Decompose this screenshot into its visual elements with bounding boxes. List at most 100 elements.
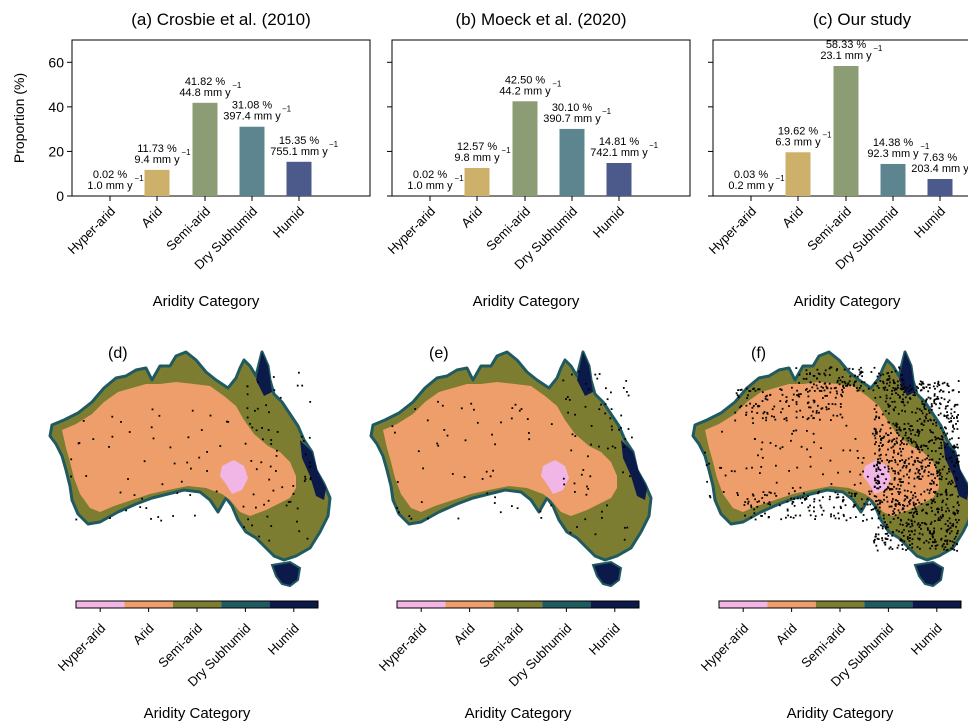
observation-point: [918, 532, 921, 535]
observation-point: [957, 510, 960, 512]
observation-point: [308, 465, 311, 468]
observation-point: [945, 458, 948, 461]
observation-point: [791, 399, 794, 401]
observation-point: [952, 451, 954, 454]
observation-point: [631, 436, 633, 439]
observation-point: [562, 379, 565, 382]
observation-point: [931, 479, 933, 482]
observation-point: [928, 531, 931, 534]
observation-point: [750, 506, 753, 509]
observation-point: [885, 432, 887, 435]
observation-point: [758, 405, 761, 408]
observation-point: [798, 395, 801, 398]
observation-point: [878, 461, 881, 464]
observation-point: [885, 397, 888, 400]
observation-point: [927, 528, 929, 531]
observation-point: [539, 510, 542, 513]
observation-point: [797, 394, 800, 397]
observation-point: [836, 493, 839, 496]
observation-point: [766, 411, 769, 414]
observation-point: [871, 517, 873, 520]
observation-point: [826, 394, 828, 397]
observation-point: [589, 475, 592, 478]
observation-point: [884, 410, 887, 412]
observation-point: [923, 490, 926, 493]
observation-point: [785, 419, 788, 422]
observation-point: [836, 414, 839, 417]
observation-point: [957, 504, 960, 507]
observation-point: [301, 384, 304, 387]
observation-point: [605, 387, 607, 390]
observation-point: [942, 515, 944, 518]
observation-point: [176, 492, 179, 494]
observation-point: [927, 390, 930, 393]
observation-point: [893, 389, 896, 392]
observation-point: [822, 509, 825, 512]
observation-point: [948, 391, 950, 394]
observation-point: [272, 489, 275, 492]
observation-point: [953, 427, 956, 430]
observation-point: [743, 504, 746, 506]
observation-point: [955, 446, 957, 448]
observation-point: [888, 404, 891, 407]
observation-point: [582, 469, 585, 471]
observation-point: [746, 397, 748, 399]
colorbar-label: Humid: [908, 621, 945, 658]
observation-point: [846, 383, 849, 386]
observation-point: [930, 473, 933, 476]
observation-point: [927, 464, 929, 467]
observation-point: [817, 404, 819, 407]
observation-point: [426, 419, 429, 422]
observation-point: [300, 435, 303, 438]
observation-point: [889, 539, 892, 542]
observation-point: [928, 464, 930, 467]
observation-point: [470, 402, 473, 405]
observation-point: [783, 418, 786, 420]
observation-point: [881, 424, 884, 426]
observation-point: [879, 457, 882, 460]
observation-point: [879, 486, 882, 488]
observation-point: [882, 514, 885, 517]
observation-point: [846, 384, 848, 387]
observation-point: [309, 478, 312, 481]
observation-point: [900, 519, 902, 522]
observation-point: [499, 511, 502, 514]
observation-point: [905, 431, 907, 434]
observation-point: [756, 501, 759, 503]
observation-point: [903, 404, 906, 407]
observation-point: [799, 497, 802, 500]
observation-point: [931, 439, 933, 442]
observation-point: [255, 506, 257, 509]
observation-point: [820, 385, 823, 388]
unit-exponent: −1: [873, 44, 883, 53]
observation-point: [957, 437, 960, 439]
observation-point: [951, 524, 953, 527]
observation-point: [761, 456, 764, 459]
observation-point: [194, 514, 196, 517]
observation-point: [927, 503, 930, 506]
observation-point: [881, 445, 883, 447]
observation-point: [813, 417, 815, 419]
observation-point: [804, 498, 806, 501]
observation-point: [951, 437, 953, 440]
observation-point: [567, 411, 569, 414]
observation-point: [885, 478, 887, 481]
observation-point: [873, 428, 876, 430]
observation-point: [858, 368, 861, 371]
observation-point: [796, 466, 799, 469]
observation-point: [926, 512, 928, 515]
bar: [512, 101, 538, 196]
observation-point: [887, 534, 890, 537]
observation-point: [906, 473, 908, 476]
observation-point: [763, 411, 766, 413]
observation-point: [877, 468, 880, 471]
observation-point: [391, 425, 394, 428]
observation-point: [841, 395, 843, 398]
observation-point: [818, 499, 821, 502]
observation-point: [920, 422, 923, 425]
observation-point: [914, 472, 917, 475]
observation-point: [946, 548, 949, 551]
bar-chart-2: (b) Moeck et al. (2020)1.0 mm y0.02 % −1H…: [385, 10, 691, 310]
observation-point: [566, 396, 569, 398]
